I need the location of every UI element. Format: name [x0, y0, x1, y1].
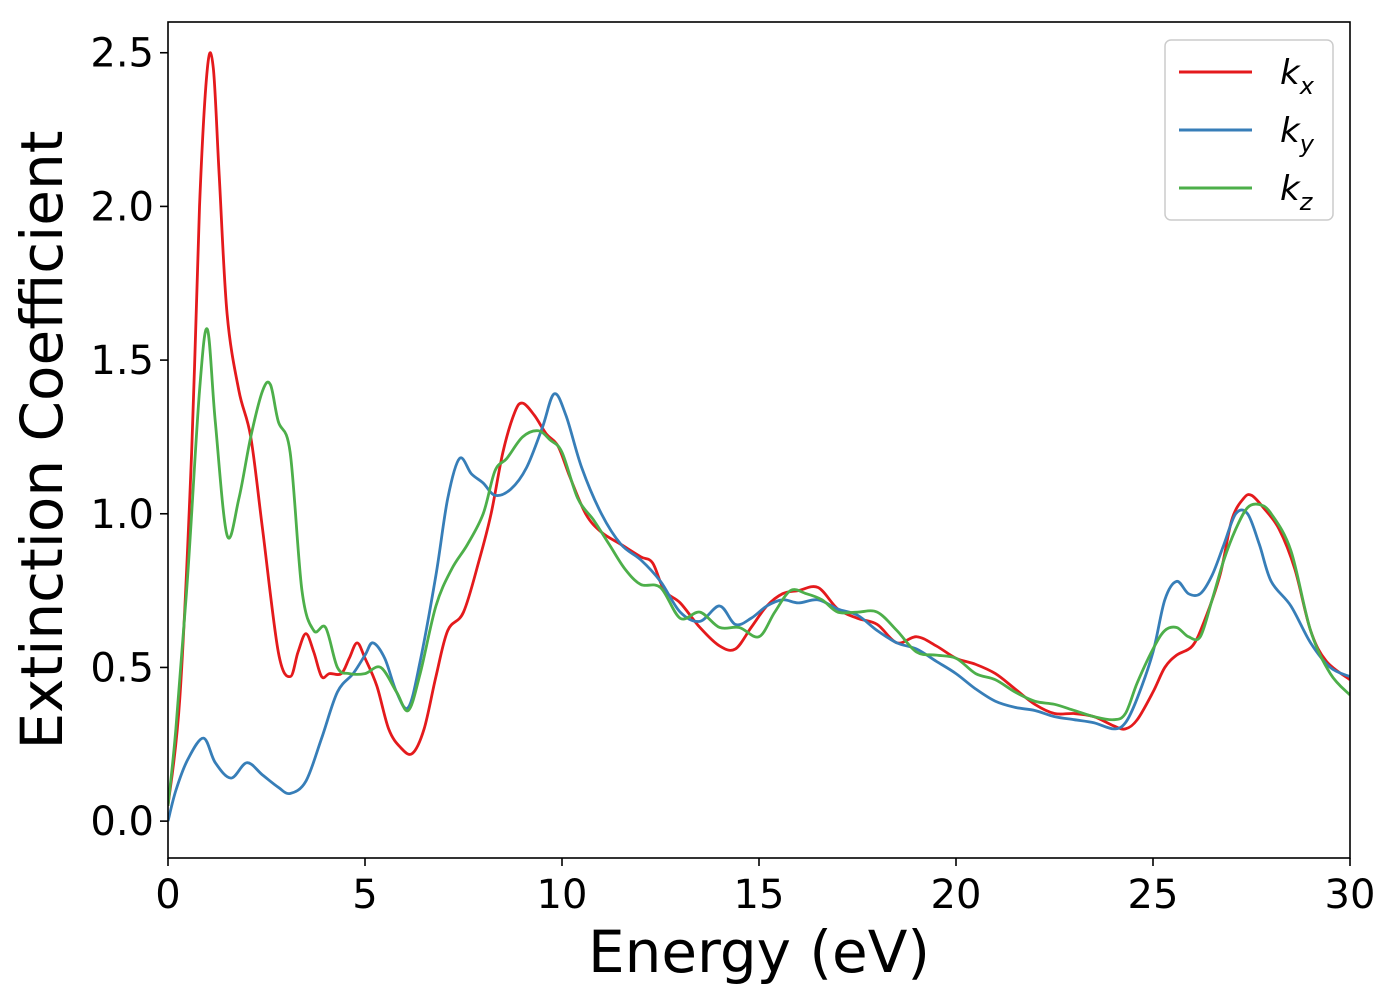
x-tick-label: 10 [537, 872, 588, 918]
x-tick-label: 15 [734, 872, 785, 918]
x-tick-label: 30 [1325, 872, 1376, 918]
series-line-y [168, 392, 1350, 822]
y-tick-label: 1.0 [90, 492, 154, 538]
y-tick-label: 0.0 [90, 799, 154, 845]
series-line-x [168, 51, 1350, 806]
y-tick-label: 2.0 [90, 184, 154, 230]
y-tick-label: 0.5 [90, 645, 154, 691]
x-tick-label: 0 [155, 872, 180, 918]
y-tick-label: 2.5 [90, 31, 154, 77]
y-axis-title: Extinction Coefficient [8, 131, 76, 750]
y-tick-label: 1.5 [90, 338, 154, 384]
x-axis-title: Energy (eV) [588, 918, 930, 986]
plot-area [168, 51, 1350, 822]
series-line-z [168, 327, 1350, 806]
x-tick-label: 20 [931, 872, 982, 918]
x-tick-label: 25 [1128, 872, 1179, 918]
x-tick-label: 5 [352, 872, 377, 918]
